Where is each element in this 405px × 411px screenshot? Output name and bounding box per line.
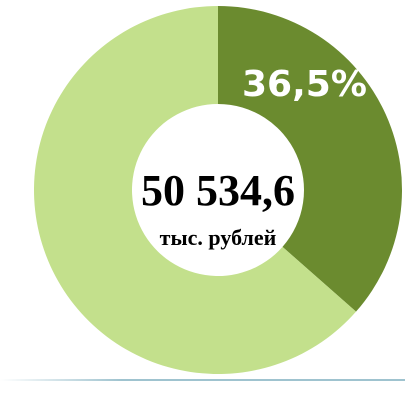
divider [0, 379, 405, 381]
donut-segment [33, 6, 357, 375]
donut [33, 6, 403, 375]
data-label: 36,5% [242, 64, 367, 105]
center-label: тыс. рублей [160, 225, 277, 250]
center-value: 50 534,6 [141, 166, 295, 215]
donut-segment [218, 6, 403, 312]
